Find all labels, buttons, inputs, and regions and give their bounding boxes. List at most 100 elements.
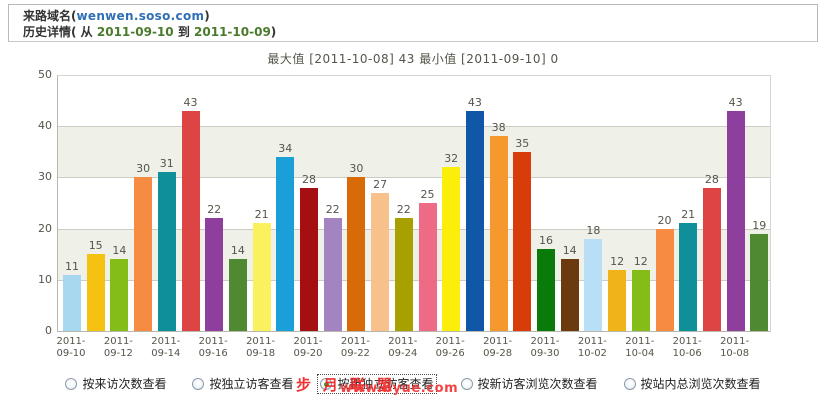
bar[interactable]: [276, 156, 295, 331]
gridline: [58, 279, 771, 281]
bar[interactable]: [228, 259, 247, 331]
view-mode-radio-group[interactable]: 按来访次数查看 按独立访客查看 按新独立访客查看 按新访客浏览次数查看 按站内总浏览次数…: [0, 372, 826, 396]
bar[interactable]: [584, 238, 603, 331]
bar-value-label: 21: [681, 208, 696, 222]
history-detail-label: 历史详情: [23, 25, 72, 39]
x-tick-label: 2011- 09-18: [246, 336, 276, 359]
y-axis: 0 10 20 30 40 50: [20, 68, 52, 337]
grid-band: [58, 228, 771, 280]
x-tick-label: 2011- 10-06: [672, 336, 702, 359]
range-close-paren: ): [270, 25, 277, 39]
bar-value-label: 20: [657, 213, 672, 227]
y-tick-label: 10: [38, 272, 52, 286]
bar-value-label: 25: [420, 188, 435, 201]
view-mode-option-2[interactable]: 按新独立访客查看: [317, 374, 437, 394]
bar[interactable]: [252, 223, 271, 331]
bar[interactable]: [181, 110, 200, 331]
bar[interactable]: [63, 274, 81, 331]
bar-value-label: 19: [752, 218, 767, 232]
bar-value-label: 15: [88, 239, 103, 253]
bar-value-label: 28: [704, 172, 719, 186]
y-tick-label: 30: [38, 170, 52, 184]
bar[interactable]: [157, 172, 176, 331]
x-tick-label: 2011- 09-28: [483, 336, 513, 359]
bar[interactable]: [702, 187, 721, 331]
radio-button-icon[interactable]: [65, 378, 78, 390]
bar[interactable]: [86, 254, 105, 331]
bar[interactable]: [537, 249, 555, 331]
view-mode-option-label: 按独立访客查看: [209, 377, 294, 391]
bar[interactable]: [300, 187, 318, 331]
bar-value-label: 28: [302, 172, 316, 186]
bar[interactable]: [134, 177, 153, 331]
referrer-domain-line: 来路域名(wenwen.soso.com): [23, 8, 817, 24]
bar[interactable]: [608, 269, 627, 331]
bar[interactable]: [418, 203, 437, 331]
bar-value-label: 43: [183, 95, 198, 109]
bar[interactable]: [750, 233, 769, 331]
bar[interactable]: [442, 167, 461, 331]
bar-value-label: 12: [633, 254, 648, 268]
view-mode-option-label: 按站内总浏览次数查看: [640, 377, 761, 391]
bar[interactable]: [110, 259, 129, 331]
bar[interactable]: [513, 151, 532, 331]
chart-area: 最大值 [2011-10-08] 43 最小值 [2011-09-10] 0 0…: [0, 44, 826, 364]
bar[interactable]: [323, 218, 342, 331]
range-to-label: 到: [177, 25, 190, 39]
gridline: [58, 75, 771, 76]
bar[interactable]: [371, 192, 390, 331]
radio-button-icon[interactable]: [192, 378, 205, 390]
radio-button-icon[interactable]: [460, 378, 473, 390]
grid-band: [58, 126, 771, 178]
bar-value-label: 22: [396, 203, 411, 217]
bar[interactable]: [347, 177, 366, 331]
bar[interactable]: [394, 218, 413, 331]
view-mode-option-3[interactable]: 按新访客浏览次数查看: [460, 377, 598, 391]
referrer-domain-value: wenwen.soso.com: [76, 9, 205, 23]
bar-value-label: 31: [159, 157, 174, 171]
x-tick-label: 2011- 09-14: [151, 336, 181, 359]
bar-value-label: 22: [207, 203, 222, 217]
bar[interactable]: [631, 269, 650, 331]
view-mode-option-0[interactable]: 按来访次数查看: [65, 377, 166, 391]
radio-button-icon[interactable]: [320, 378, 333, 390]
y-tick-label: 50: [38, 68, 52, 81]
plot-area: 11 15 14 30 31 43 22 14 21 34 28 22 30 27 22 25 32 43 38 35…: [57, 75, 771, 332]
x-tick-label: 2011- 10-02: [577, 336, 607, 359]
x-tick-label: 2011- 09-30: [530, 336, 560, 359]
bar[interactable]: [465, 110, 484, 331]
bar-value-label: 30: [136, 162, 151, 176]
open-paren: (: [71, 9, 77, 23]
x-tick-label: 2011- 10-08: [720, 336, 750, 359]
view-mode-option-4[interactable]: 按站内总浏览次数查看: [623, 377, 761, 391]
bar[interactable]: [679, 223, 698, 331]
y-tick-label: 20: [38, 221, 52, 235]
bar-value-label: 32: [444, 152, 459, 166]
y-tick-label: 40: [38, 119, 52, 133]
range-start-date: 2011-09-10: [96, 25, 174, 39]
x-tick-label: 2011- 09-24: [388, 336, 418, 359]
bar-value-label: 34: [278, 141, 293, 155]
bar-value-label: 18: [586, 223, 601, 237]
bar-value-label: 43: [467, 95, 482, 109]
gridline: [58, 126, 771, 128]
radio-button-icon[interactable]: [623, 378, 636, 390]
x-tick-label: 2011- 09-16: [198, 336, 228, 359]
x-tick-label: 2011- 09-20: [293, 336, 323, 359]
history-range-line: 历史详情( 从 2011-09-10 到 2011-10-09): [23, 24, 817, 40]
bar-value-label: 14: [562, 244, 577, 258]
range-end-date: 2011-10-09: [194, 25, 271, 39]
bar[interactable]: [205, 218, 224, 331]
bar-value-label: 35: [515, 136, 530, 150]
x-tick-label: 2011- 09-26: [435, 336, 465, 359]
bar-value-label: 14: [112, 244, 127, 258]
view-mode-option-1[interactable]: 按独立访客查看: [192, 377, 293, 391]
chart-title: 最大值 [2011-10-08] 43 最小值 [2011-09-10] 0: [267, 52, 559, 66]
bar[interactable]: [489, 136, 508, 331]
x-tick-label: 2011- 09-10: [56, 336, 86, 359]
bar[interactable]: [560, 259, 579, 331]
bar[interactable]: [726, 110, 745, 331]
bar[interactable]: [655, 228, 674, 331]
gridline: [58, 177, 771, 179]
referrer-header-box: 来路域名(wenwen.soso.com) 历史详情( 从 2011-09-10…: [8, 4, 818, 42]
